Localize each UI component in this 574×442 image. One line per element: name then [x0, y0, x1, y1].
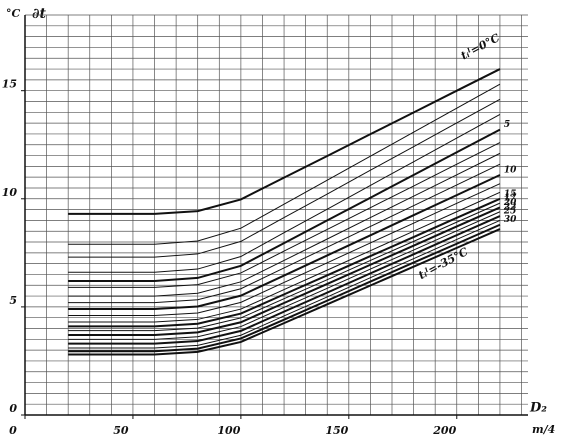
x-unit: m/4: [532, 423, 555, 436]
y-tick-label: 5: [9, 294, 17, 307]
series-line: [68, 215, 501, 345]
x-tick-label: 50: [113, 424, 129, 437]
x-tick-label: 150: [325, 424, 348, 437]
series-label: 20: [503, 198, 517, 208]
series-line: [68, 114, 501, 273]
series-line: [68, 83, 501, 245]
y-label: ∂t: [32, 6, 46, 22]
series-label: 5: [504, 120, 510, 130]
x-tick-label: 100: [217, 424, 240, 437]
series-line: [68, 163, 501, 304]
series-line: [68, 142, 501, 288]
series-line: [68, 219, 501, 349]
series-label: 22: [503, 202, 517, 212]
series-line: [68, 183, 501, 317]
series-label: tᵢˡ=0°C: [459, 31, 502, 62]
series-label: 15: [504, 189, 517, 199]
series-line: [68, 152, 501, 297]
series-line: [68, 223, 501, 353]
series-label: 25: [503, 207, 517, 217]
series-label: 10: [504, 166, 517, 176]
series-line: [68, 197, 501, 328]
y-unit: °C: [6, 7, 21, 20]
series-line: [68, 228, 501, 356]
series-label: 30: [504, 215, 517, 225]
series-line: [68, 174, 501, 311]
series-line: [68, 206, 501, 336]
series-label: 17: [504, 194, 517, 204]
series-line: [68, 68, 501, 215]
series-line: [68, 128, 501, 282]
y-tick-label: 15: [2, 78, 17, 91]
series-line: [68, 191, 501, 323]
x-tick-label: 0: [9, 424, 17, 437]
y-tick-label: 0: [9, 402, 17, 415]
y-tick-label: 10: [2, 186, 18, 199]
x-label: D₂: [529, 401, 547, 416]
series-line: [68, 98, 501, 258]
series-line: [68, 211, 501, 340]
x-tick-label: 200: [432, 424, 456, 437]
series-line: [68, 202, 501, 332]
